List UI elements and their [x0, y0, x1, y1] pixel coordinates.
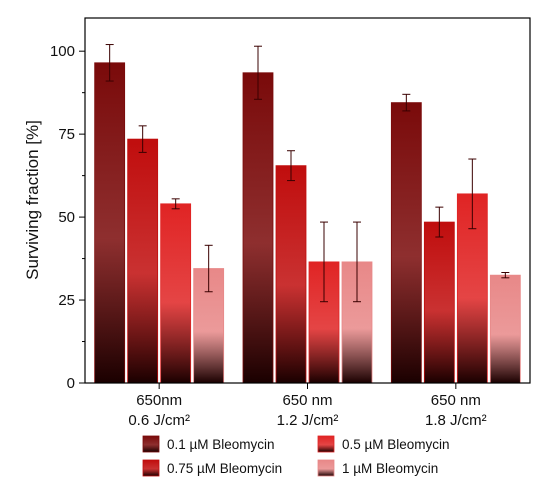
bar-3-group-1	[160, 203, 192, 384]
legend-swatch	[142, 435, 160, 453]
x-tick-label: 650 nm	[431, 392, 481, 409]
y-tick-label: 25	[58, 292, 75, 309]
bar-1-group-2	[242, 72, 274, 384]
bar-2-group-2	[275, 165, 307, 384]
x-tick-label: 650 nm	[282, 392, 332, 409]
legend-label: 1 µM Bleomycin	[342, 461, 438, 476]
x-tick-label: 650nm	[136, 392, 182, 409]
legend: 0.1 µM Bleomycin 0.5 µM Bleomycin 0.75 µM …	[142, 435, 450, 477]
y-tick-label: 50	[58, 209, 75, 226]
bar-2-group-1	[127, 138, 159, 384]
bars-layer	[94, 44, 521, 384]
bar-4-group-3	[489, 274, 521, 384]
y-tick-label: 0	[67, 375, 75, 392]
x-tick-label: 1.8 J/cm²	[425, 412, 487, 429]
y-tick-label: 100	[50, 43, 75, 60]
x-tick-label: 0.6 J/cm²	[128, 412, 190, 429]
legend-label: 0.5 µM Bleomycin	[342, 437, 450, 452]
legend-swatch	[142, 459, 160, 477]
bar-1-group-3	[390, 102, 422, 384]
x-axis-labels: 650nm 0.6 J/cm² 650 nm 1.2 J/cm² 650 nm 1.8 J…	[128, 383, 487, 429]
legend-swatch	[317, 459, 335, 477]
legend-label: 0.75 µM Bleomycin	[167, 461, 282, 476]
x-tick-label: 1.2 J/cm²	[277, 412, 339, 429]
y-tick-label: 75	[58, 126, 75, 143]
y-axis: 0 25 50 75 100	[50, 43, 85, 392]
legend-swatch	[317, 435, 335, 453]
bar-1-group-1	[94, 62, 126, 384]
y-axis-title: Surviving fraction [%]	[23, 120, 42, 280]
legend-label: 0.1 µM Bleomycin	[167, 437, 275, 452]
bar-2-group-3	[423, 221, 455, 384]
